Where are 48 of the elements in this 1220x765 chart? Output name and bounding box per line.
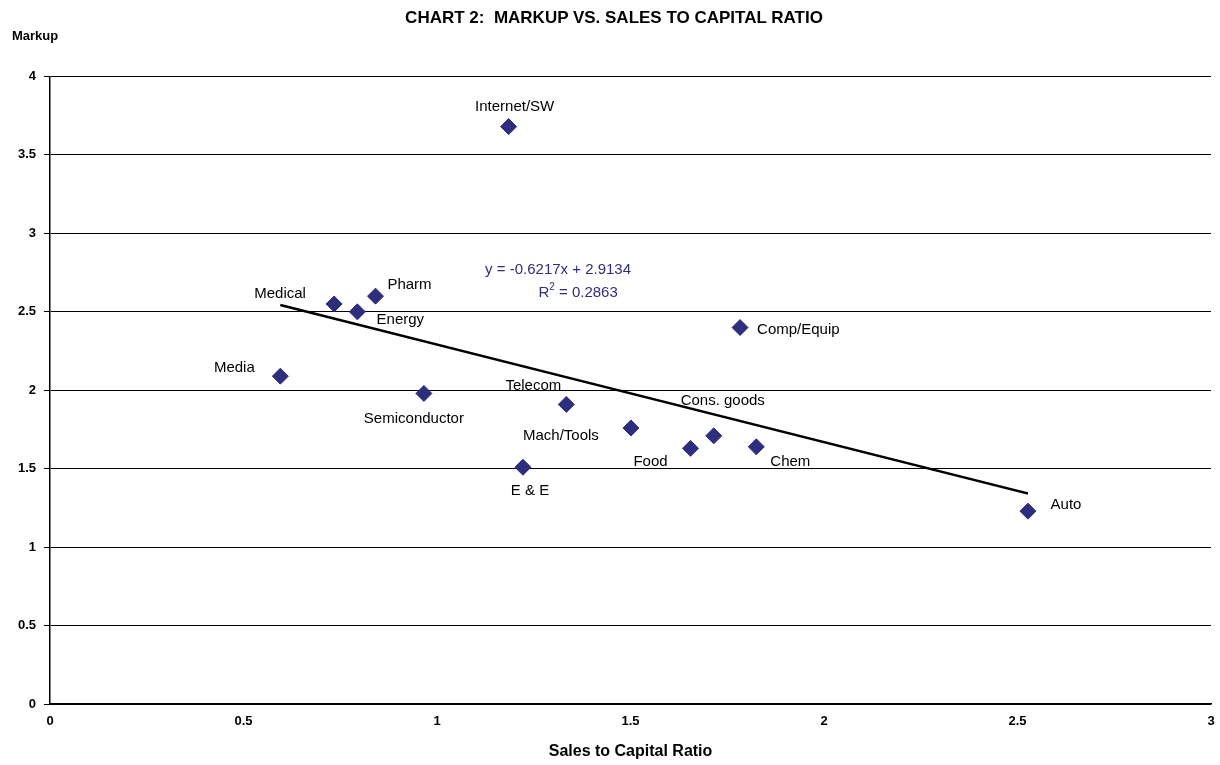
annotation: Comp/Equip	[757, 319, 840, 337]
annotation: Chem	[770, 451, 811, 469]
annotation: Auto	[1050, 495, 1082, 513]
y-tick-label: 2.5	[17, 303, 37, 319]
chart-title: CHART 2: MARKUP VS. SALES TO CAPITAL RATIO	[405, 7, 823, 27]
point	[514, 458, 532, 476]
annotation: Energy	[376, 309, 425, 327]
point	[271, 367, 289, 385]
point	[557, 395, 575, 413]
y-tick-label: 1.5	[17, 460, 37, 476]
y-tick-label: 3	[28, 224, 37, 240]
point	[622, 419, 640, 437]
annotation: Semiconductor	[363, 408, 464, 426]
x-tick-label: 0.5	[234, 712, 253, 728]
point	[500, 118, 518, 136]
point	[325, 295, 343, 313]
x-tick-label: 0	[46, 712, 54, 728]
annotation: Media	[213, 358, 256, 376]
x-axis-title: Sales to Capital Ratio	[548, 741, 713, 759]
y-tick-label: 2	[28, 381, 37, 397]
x-tick-label: 2.5	[1008, 712, 1027, 728]
x-tick-label: 1.5	[621, 712, 640, 728]
y-tick-label: 1	[28, 538, 37, 554]
annotation: Telecom	[505, 375, 562, 393]
point	[705, 427, 723, 445]
annotation: y = -0.6217x + 2.9134	[485, 260, 632, 278]
annotation: Internet/SW	[475, 96, 556, 114]
annotation: Cons. goods	[680, 390, 765, 408]
y-axis-title: Markup	[12, 27, 59, 43]
point	[682, 439, 700, 457]
x-tick-label: 2	[820, 712, 828, 728]
x-tick-label: 3	[1207, 712, 1215, 728]
y-tick-label: 0	[28, 695, 37, 711]
point	[1019, 502, 1037, 520]
x-tick-label: 1	[433, 712, 441, 728]
annotation: Food	[633, 451, 668, 469]
point	[747, 438, 765, 456]
point	[367, 287, 385, 305]
y-tick-label: 4	[28, 67, 37, 83]
point	[415, 384, 433, 402]
annotation: Pharm	[387, 275, 432, 293]
y-tick-label: 3.5	[17, 146, 37, 162]
annotation: E & E	[510, 481, 550, 499]
annotation: Mach/Tools	[522, 426, 599, 444]
y-tick-label: 0.5	[17, 617, 37, 633]
annotation: Medical	[254, 284, 306, 302]
point	[348, 303, 366, 321]
point	[731, 319, 749, 337]
